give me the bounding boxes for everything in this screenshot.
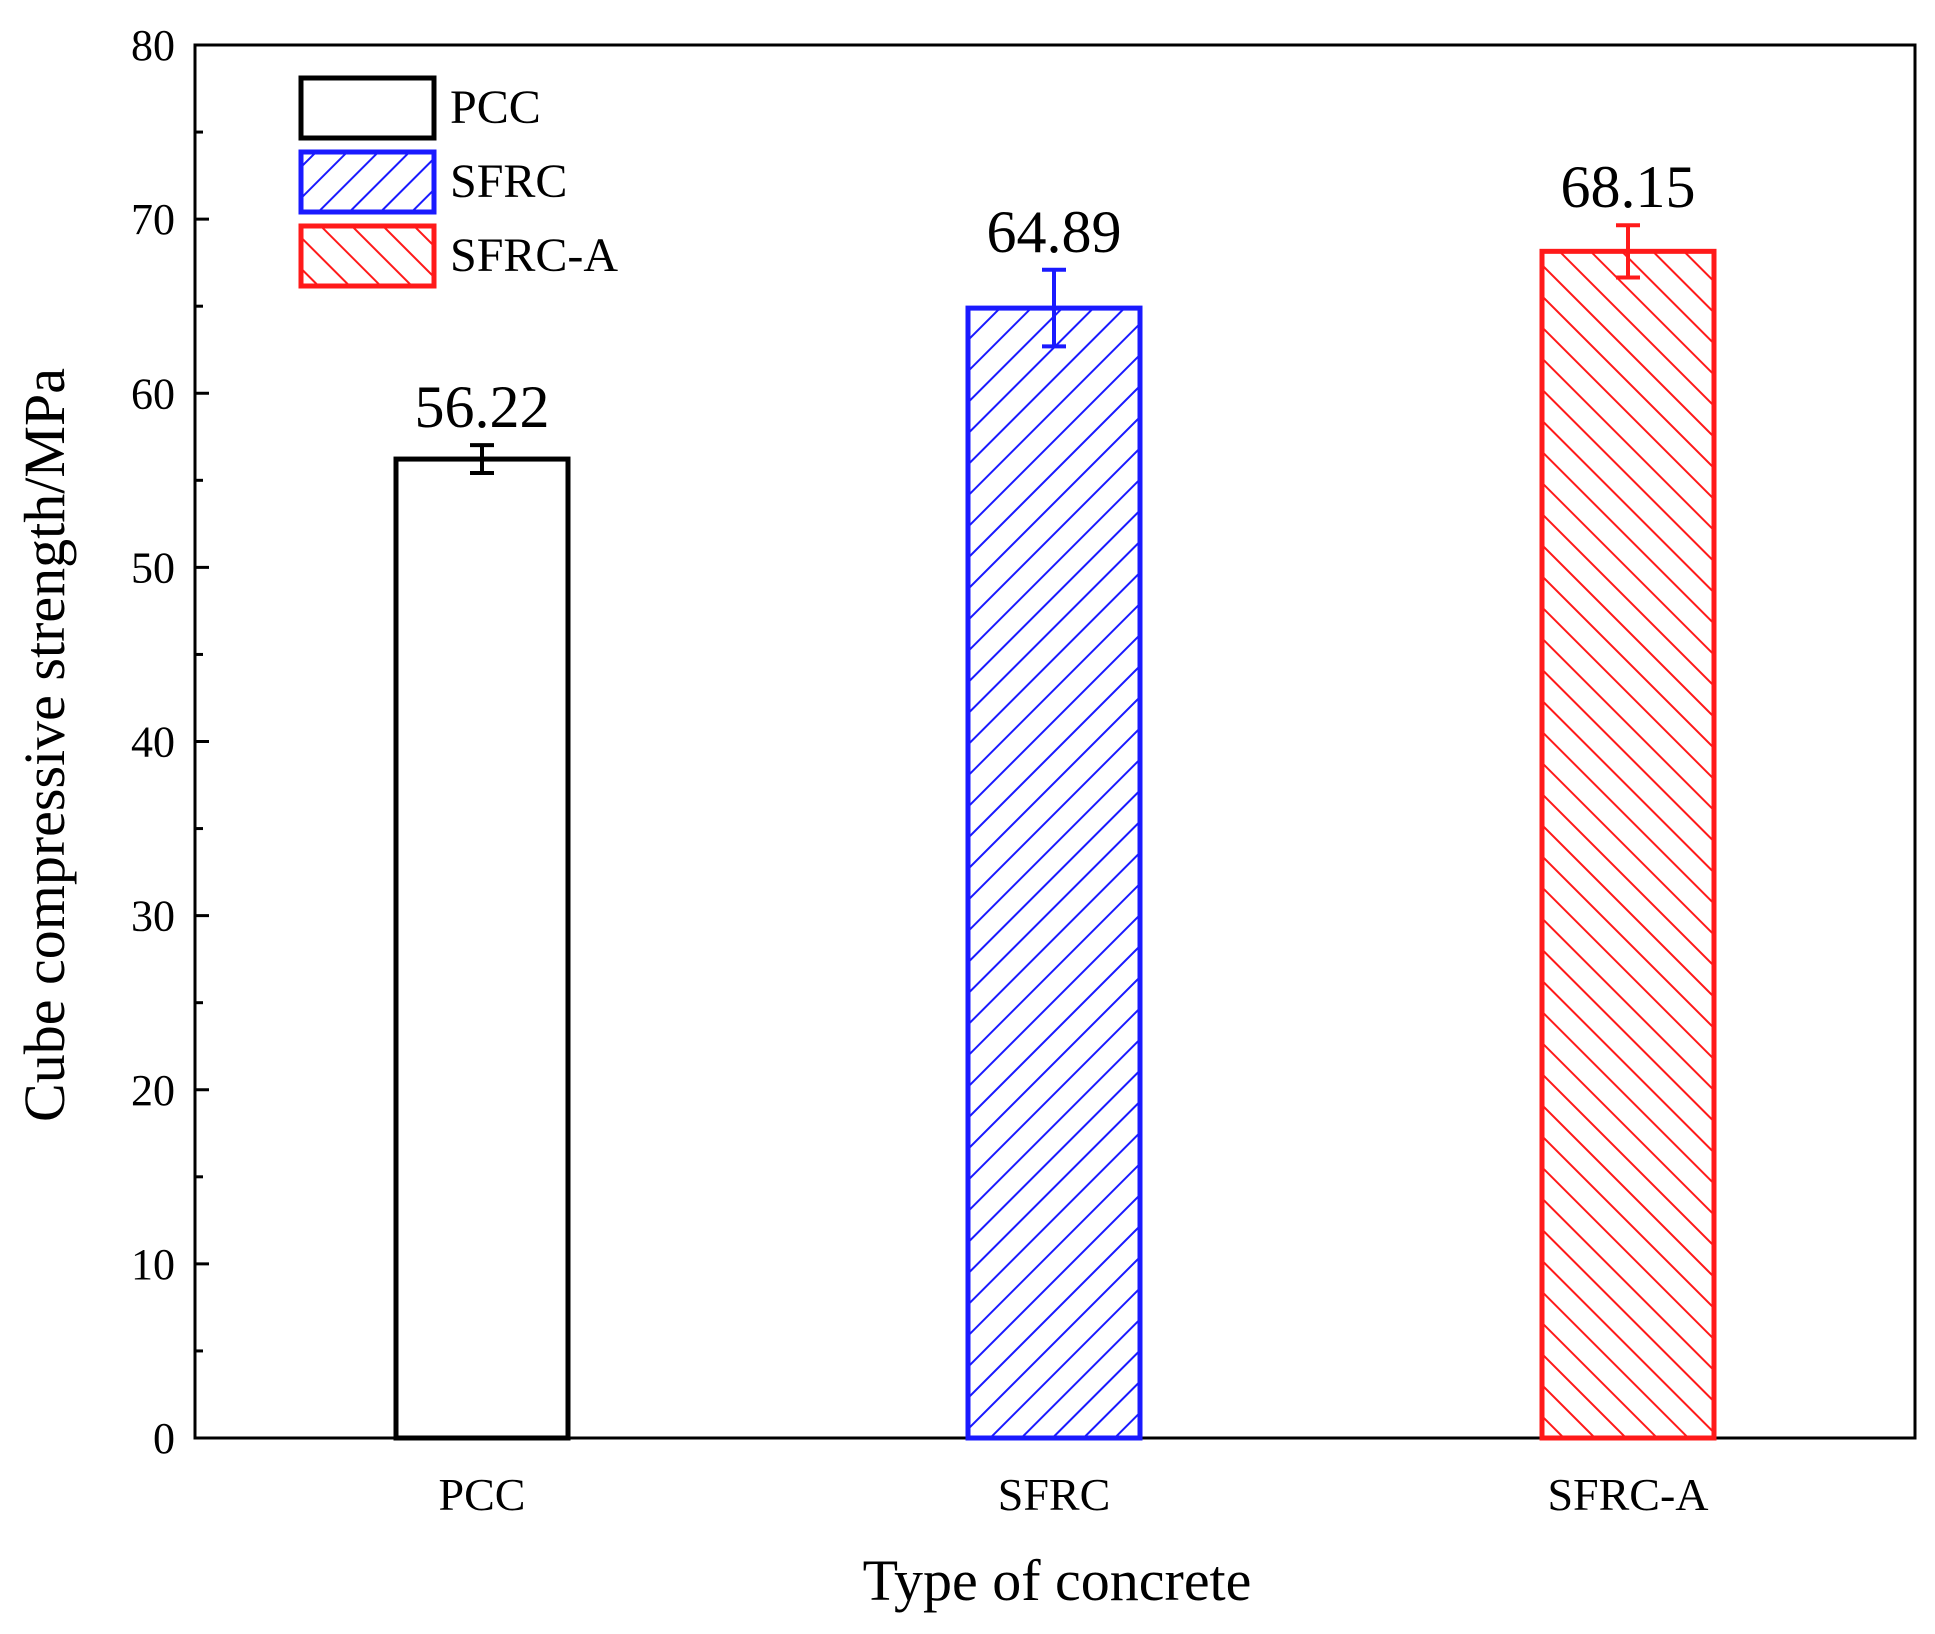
x-axis-label: Type of concrete (863, 1548, 1252, 1613)
y-tick-label: 80 (131, 21, 175, 70)
y-tick-label: 10 (131, 1240, 175, 1289)
y-tick-label: 40 (131, 718, 175, 767)
bar-sfrc-a (1539, 248, 1717, 1441)
y-tick-label: 50 (131, 543, 175, 592)
value-label-pcc: 56.22 (415, 374, 550, 440)
y-tick-label: 70 (131, 195, 175, 244)
y-tick-label: 0 (153, 1414, 175, 1463)
legend-label-sfrc: SFRC (450, 155, 567, 208)
y-tick-label: 60 (131, 369, 175, 418)
legend-swatch-sfrc (298, 149, 437, 215)
value-label-sfrc-a: 68.15 (1561, 154, 1696, 220)
y-tick-label: 30 (131, 892, 175, 941)
legend: PCC SFRC SFRC-A (298, 75, 618, 289)
legend-label-sfrc-a: SFRC-A (450, 229, 618, 282)
legend-label-pcc: PCC (450, 81, 541, 134)
bar-sfrc (965, 305, 1143, 1441)
legend-swatch-pcc (298, 75, 437, 141)
bar-pcc (393, 456, 571, 1441)
x-tick-label-sfrc: SFRC (998, 1469, 1111, 1520)
legend-swatch-sfrc-a (298, 223, 437, 289)
value-label-sfrc: 64.89 (987, 199, 1122, 265)
y-axis: 0 10 20 30 40 50 60 70 80 (131, 21, 209, 1463)
x-tick-label-pcc: PCC (439, 1469, 526, 1520)
bars: 56.22 64.89 68.15 (393, 154, 1717, 1441)
y-axis-label: Cube compressive strength/MPa (12, 368, 77, 1122)
x-axis: PCC SFRC SFRC-A (439, 1469, 1709, 1520)
y-tick-label: 20 (131, 1066, 175, 1115)
x-tick-label-sfrc-a: SFRC-A (1547, 1469, 1708, 1520)
